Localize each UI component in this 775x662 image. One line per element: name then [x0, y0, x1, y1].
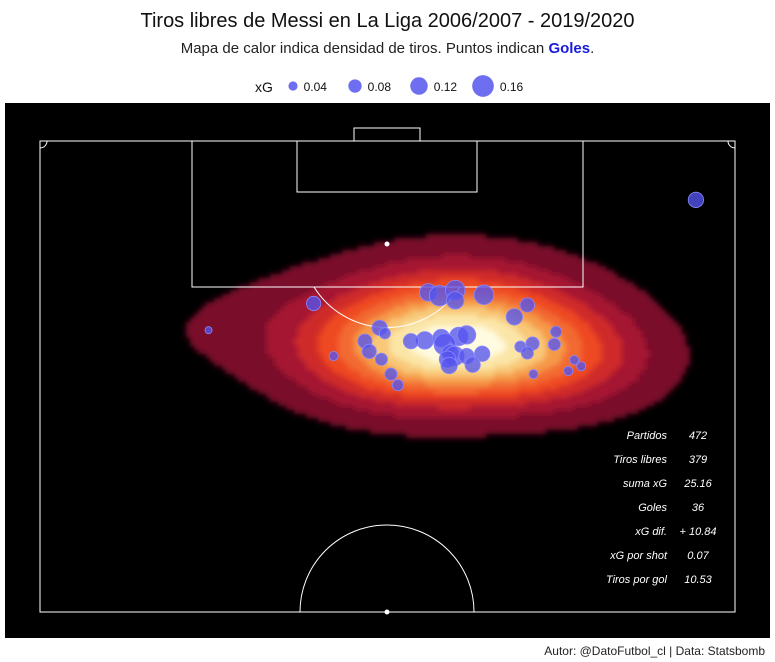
stat-label: xG dif.	[634, 526, 667, 538]
legend-label-1: 0.08	[368, 80, 392, 94]
legend-label-2: 0.12	[434, 80, 458, 94]
shot-point	[328, 351, 339, 362]
shot-point	[473, 284, 495, 306]
shot-point	[384, 367, 398, 381]
shot-point	[378, 327, 391, 340]
shot-point	[391, 379, 404, 392]
subtitle-text: Mapa de calor indica densidad de tiros. …	[180, 40, 549, 57]
shot-point	[563, 366, 574, 376]
shot-point	[547, 337, 561, 351]
legend-marker-3	[472, 75, 494, 97]
legend-marker-2	[410, 77, 428, 95]
chart-subtitle: Mapa de calor indica densidad de tiros. …	[0, 40, 775, 57]
legend-marker-0	[288, 81, 298, 91]
penalty-spot	[384, 241, 390, 247]
goal	[353, 127, 421, 142]
stat-label: xG por shot	[609, 550, 668, 562]
legend: xG 0.04 0.08 0.12 0.16	[255, 75, 524, 97]
subtitle-goals-word: Goles	[548, 40, 591, 57]
shot-point	[474, 345, 491, 362]
shot-point	[569, 355, 580, 365]
center-spot	[384, 609, 390, 615]
shot-point	[576, 361, 587, 372]
legend-label-0: 0.04	[304, 80, 328, 94]
legend-marker-1	[348, 79, 362, 93]
shot-point	[402, 333, 420, 350]
stat-label: Tiros libres	[613, 454, 667, 466]
stat-value: 0.07	[687, 550, 709, 562]
shot-point	[456, 325, 477, 345]
shot-point	[528, 369, 539, 380]
stat-value: 10.53	[684, 574, 712, 586]
legend-title: xG	[255, 79, 273, 95]
stat-value: 379	[689, 454, 707, 466]
shot-points	[204, 191, 705, 392]
stat-value: + 10.84	[679, 526, 716, 538]
shot-point	[464, 356, 481, 373]
stat-label: Tiros por gol	[606, 574, 668, 586]
stats-table: Partidos 472 Tiros libres 379 suma xG 25.16 Go…	[606, 430, 717, 586]
shot-point	[505, 308, 523, 326]
subtitle-suffix: .	[590, 40, 595, 57]
stat-label: Goles	[638, 502, 667, 514]
stat-label: suma xG	[623, 478, 667, 490]
corner-arc-right	[727, 140, 736, 149]
shot-point	[204, 326, 213, 335]
stat-label: Partidos	[627, 430, 668, 442]
corner-arc-left	[39, 140, 48, 149]
shot-point	[361, 343, 377, 359]
shot-point	[550, 325, 563, 338]
shot-point	[519, 297, 535, 313]
stat-value: 472	[689, 430, 707, 442]
shot-point	[440, 356, 458, 375]
shot-point	[520, 346, 534, 360]
legend-label-3: 0.16	[500, 80, 524, 94]
shot-point	[687, 191, 705, 208]
stat-value: 36	[692, 502, 705, 514]
caption: Autor: @DatoFutbol_cl | Data: Statsbomb	[544, 644, 765, 658]
chart-title: Tiros libres de Messi en La Liga 2006/20…	[140, 10, 635, 32]
shot-point	[446, 291, 465, 310]
shot-point	[306, 295, 322, 312]
stat-value: 25.16	[683, 478, 712, 490]
shot-point	[374, 352, 388, 366]
center-circle	[299, 524, 475, 613]
